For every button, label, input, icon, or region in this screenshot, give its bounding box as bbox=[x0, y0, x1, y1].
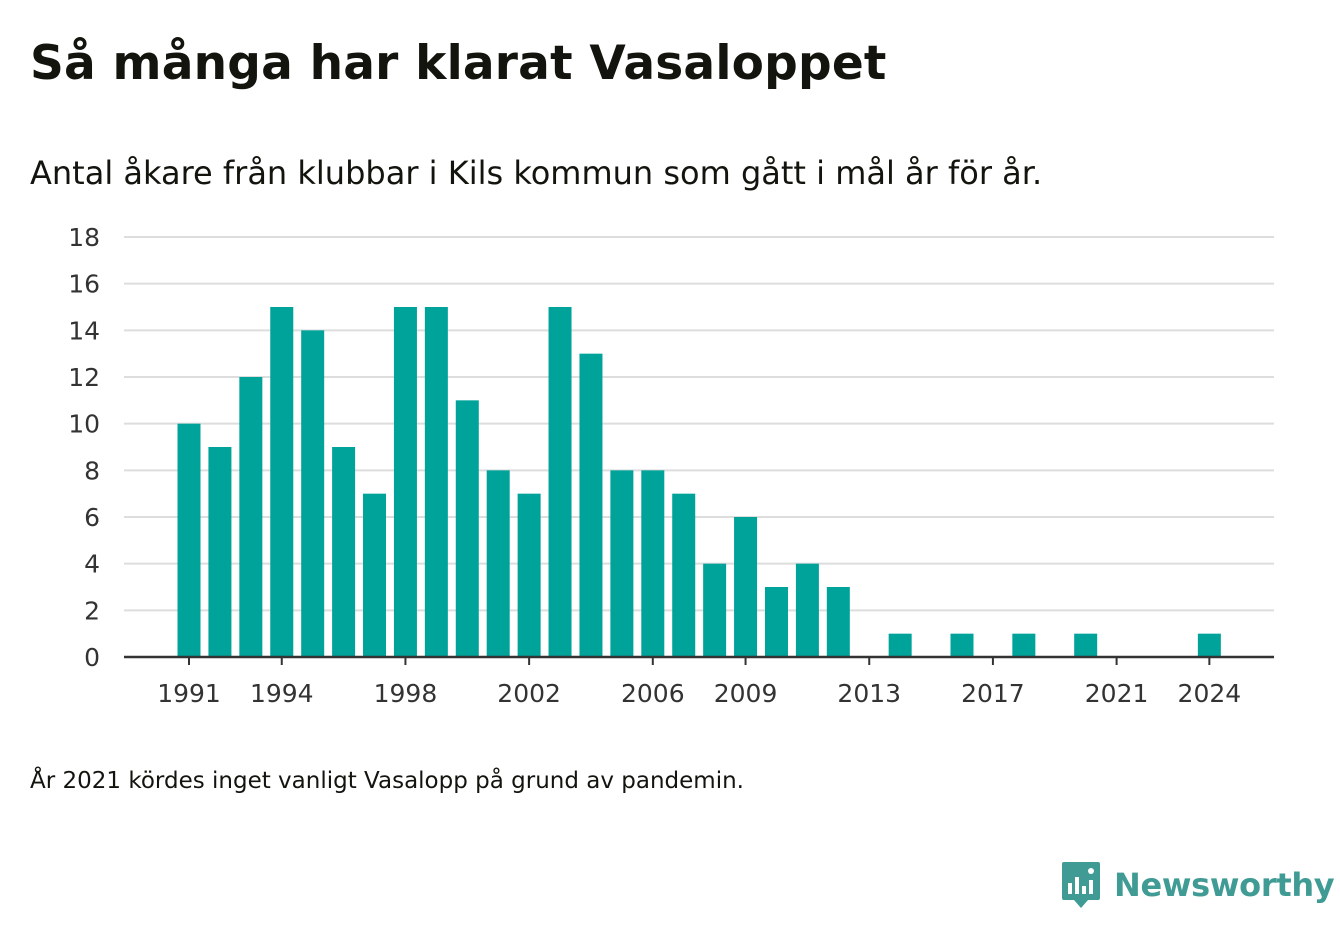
bar-2010[interactable] bbox=[764, 587, 788, 657]
x-tick-label: 1994 bbox=[250, 679, 314, 708]
bar-1997[interactable] bbox=[363, 493, 387, 657]
bar-2012[interactable] bbox=[826, 587, 850, 657]
bar-1992[interactable] bbox=[208, 447, 232, 657]
bar-1993[interactable] bbox=[239, 377, 263, 657]
bar-2016[interactable] bbox=[950, 633, 974, 657]
bar-2018[interactable] bbox=[1012, 633, 1036, 657]
chart-title: Så många har klarat Vasaloppet bbox=[30, 36, 887, 91]
x-axis-ticks: 1991 1994 1998 2002 2006 2009 2013 2017 2021 2024 bbox=[157, 657, 1241, 708]
bar-1994[interactable] bbox=[270, 307, 294, 657]
y-axis-ticks: 0 2 4 6 8 10 12 14 16 18 bbox=[68, 223, 100, 672]
bar-2024[interactable] bbox=[1197, 633, 1221, 657]
gridlines bbox=[124, 236, 1274, 612]
footnote: År 2021 kördes inget vanligt Vasalopp på… bbox=[30, 768, 744, 794]
y-tick-label: 4 bbox=[84, 550, 100, 579]
bar-2001[interactable] bbox=[486, 470, 510, 657]
bar-2020[interactable] bbox=[1074, 633, 1098, 657]
bar-1991[interactable] bbox=[177, 423, 201, 657]
bar-1996[interactable] bbox=[332, 447, 356, 657]
brand-name: Newsworthy bbox=[1114, 866, 1335, 904]
y-tick-label: 8 bbox=[84, 456, 100, 485]
x-tick-label: 2021 bbox=[1085, 679, 1149, 708]
x-tick-label: 1991 bbox=[157, 679, 221, 708]
bar-2014[interactable] bbox=[888, 633, 912, 657]
bar-2002[interactable] bbox=[517, 493, 541, 657]
x-tick-label: 1998 bbox=[374, 679, 438, 708]
x-tick-label: 2013 bbox=[837, 679, 901, 708]
x-tick-label: 2009 bbox=[714, 679, 778, 708]
x-tick-label: 2017 bbox=[961, 679, 1025, 708]
bar-2006[interactable] bbox=[641, 470, 665, 657]
x-tick-label: 2006 bbox=[621, 679, 685, 708]
y-tick-label: 6 bbox=[84, 503, 100, 532]
x-tick-label: 2024 bbox=[1178, 679, 1242, 708]
bar-2000[interactable] bbox=[455, 400, 479, 657]
y-tick-label: 16 bbox=[68, 270, 100, 299]
bar-2007[interactable] bbox=[672, 493, 696, 657]
newsworthy-logo-icon bbox=[1062, 862, 1100, 908]
bar-1999[interactable] bbox=[424, 307, 448, 657]
bar-2004[interactable] bbox=[579, 353, 603, 657]
y-tick-label: 14 bbox=[68, 316, 100, 345]
x-tick-label: 2002 bbox=[497, 679, 561, 708]
bar-1998[interactable] bbox=[393, 307, 417, 657]
bar-1995[interactable] bbox=[301, 330, 325, 657]
y-tick-label: 18 bbox=[68, 223, 100, 252]
bar-2011[interactable] bbox=[795, 563, 819, 657]
chart-subtitle: Antal åkare från klubbar i Kils kommun s… bbox=[30, 154, 1043, 192]
bar-2003[interactable] bbox=[548, 307, 572, 657]
brand-logo[interactable]: Newsworthy bbox=[1060, 860, 1335, 910]
y-tick-label: 12 bbox=[68, 363, 100, 392]
bar-2005[interactable] bbox=[610, 470, 634, 657]
bars bbox=[177, 307, 1221, 657]
y-tick-label: 0 bbox=[84, 643, 100, 672]
bar-2009[interactable] bbox=[734, 517, 758, 657]
bar-2008[interactable] bbox=[703, 563, 727, 657]
y-tick-label: 2 bbox=[84, 596, 100, 625]
y-tick-label: 10 bbox=[68, 410, 100, 439]
